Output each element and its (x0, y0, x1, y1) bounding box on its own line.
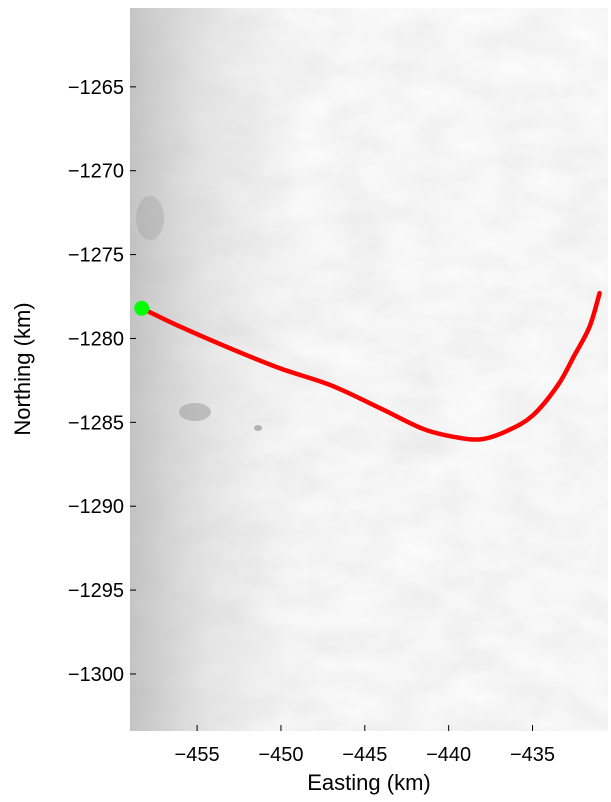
imagery-rock-outcrop (136, 196, 164, 240)
y-tick-label: −1300 (68, 664, 124, 686)
imagery-rock-outcrop (179, 403, 211, 421)
y-tick-label: −1280 (68, 328, 124, 350)
x-tick-label: −450 (258, 744, 303, 766)
imagery-rock-outcrop (254, 425, 262, 431)
x-tick-label: −455 (175, 744, 220, 766)
y-tick-label: −1290 (68, 496, 124, 518)
series-line-0 (139, 290, 602, 442)
imagery-dark-region (130, 8, 608, 731)
x-tick-label: −435 (510, 744, 555, 766)
x-tick-label: −440 (426, 744, 471, 766)
plot-area (130, 8, 608, 731)
y-tick-label: −1275 (68, 245, 124, 267)
y-tick-label: −1295 (68, 580, 124, 602)
start-point-marker (134, 300, 150, 316)
x-axis-label: Easting (km) (307, 770, 430, 795)
x-axis: −455 −450 −445 −440 −435 (175, 725, 555, 766)
y-axis: −1265 −1270 −1275 −1280 −1285 −1290 −1295 −1300 (68, 77, 136, 686)
imagery-swath-seam (300, 8, 608, 731)
y-tick-label: −1265 (68, 77, 124, 99)
y-axis-label: Northing (km) (10, 302, 35, 435)
x-tick-label: −445 (342, 744, 387, 766)
y-tick-label: −1270 (68, 161, 124, 183)
y-tick-label: −1285 (68, 412, 124, 434)
